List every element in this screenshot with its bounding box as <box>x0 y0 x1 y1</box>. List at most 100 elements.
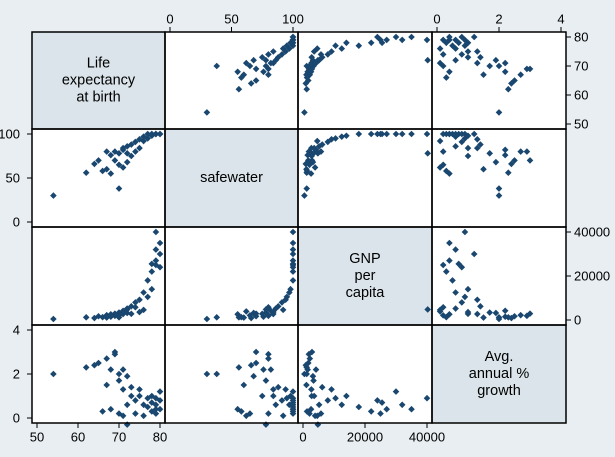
data-point-lexp-vs-popgrowth <box>439 62 447 70</box>
data-point-safewater-vs-gnppc <box>304 151 311 159</box>
variable-label-popgrowth: annual % <box>469 366 530 382</box>
plot-cell-gnppc-vs-popgrowth <box>432 227 566 325</box>
data-point-lexp-vs-gnppc <box>355 42 363 49</box>
data-point-lexp-vs-popgrowth <box>439 51 447 58</box>
data-point-safewater-vs-lexp <box>95 157 102 164</box>
data-point-popgrowth-vs-gnppc <box>374 397 381 404</box>
data-point-popgrowth-vs-gnppc <box>306 410 313 417</box>
tick-label-gnppc: 40000 <box>574 225 610 240</box>
scatter-points <box>50 33 534 428</box>
data-point-safewater-vs-popgrowth <box>446 130 453 138</box>
data-point-lexp-vs-safewater <box>203 109 211 116</box>
data-point-popgrowth-vs-lexp <box>91 361 98 369</box>
data-point-popgrowth-vs-safewater <box>289 401 297 409</box>
data-point-safewater-vs-gnppc <box>313 137 321 145</box>
data-point-popgrowth-vs-lexp <box>156 397 164 404</box>
data-point-lexp-vs-safewater <box>235 85 243 93</box>
data-point-safewater-vs-lexp <box>119 146 127 154</box>
data-point-gnppc-vs-safewater <box>242 308 250 315</box>
data-point-popgrowth-vs-gnppc <box>378 399 386 406</box>
tick-label-lexp: 60 <box>71 430 85 445</box>
data-point-gnppc-vs-lexp <box>140 306 147 314</box>
variable-label-gnppc: per <box>355 268 376 284</box>
data-point-lexp-vs-safewater <box>274 54 282 61</box>
data-point-safewater-vs-popgrowth <box>477 141 484 148</box>
data-point-lexp-vs-safewater <box>265 71 272 78</box>
data-point-popgrowth-vs-gnppc <box>318 383 326 391</box>
data-point-lexp-vs-gnppc <box>301 109 308 116</box>
data-point-lexp-vs-popgrowth <box>449 42 456 49</box>
tick-label-gnppc: 0 <box>574 313 581 328</box>
data-point-lexp-vs-popgrowth <box>495 62 503 70</box>
data-point-popgrowth-vs-lexp <box>148 408 156 415</box>
data-point-gnppc-vs-safewater <box>289 277 297 284</box>
data-point-popgrowth-vs-lexp <box>148 399 156 406</box>
data-point-gnppc-vs-popgrowth <box>439 261 447 269</box>
data-point-popgrowth-vs-safewater <box>252 348 260 356</box>
diagonal-cell-lexp <box>32 32 165 129</box>
data-point-popgrowth-vs-gnppc <box>310 377 317 384</box>
data-point-gnppc-vs-lexp <box>152 228 160 236</box>
data-point-lexp-vs-popgrowth <box>455 39 462 47</box>
data-point-lexp-vs-gnppc <box>308 59 315 67</box>
data-point-safewater-vs-lexp <box>152 130 160 138</box>
data-point-safewater-vs-gnppc <box>367 130 375 138</box>
data-point-safewater-vs-popgrowth <box>523 148 531 155</box>
data-point-popgrowth-vs-safewater <box>265 355 272 362</box>
diagonal-cell-popgrowth <box>432 325 566 423</box>
data-point-popgrowth-vs-gnppc <box>303 381 310 389</box>
data-point-lexp-vs-safewater <box>240 71 248 78</box>
data-point-gnppc-vs-safewater <box>289 246 297 253</box>
plot-cell-gnppc-vs-safewater <box>165 227 298 325</box>
data-point-safewater-vs-gnppc <box>343 132 350 140</box>
data-point-safewater-vs-lexp <box>103 165 110 173</box>
data-point-lexp-vs-gnppc <box>308 54 315 61</box>
data-point-safewater-vs-gnppc <box>308 152 315 160</box>
data-point-popgrowth-vs-gnppc <box>308 348 316 356</box>
data-point-safewater-vs-popgrowth <box>436 164 444 171</box>
data-point-safewater-vs-lexp <box>115 161 123 169</box>
data-point-gnppc-vs-safewater <box>258 310 266 318</box>
data-point-gnppc-vs-popgrowth <box>501 313 509 320</box>
data-point-lexp-vs-popgrowth <box>436 45 444 52</box>
data-point-lexp-vs-popgrowth <box>526 65 534 73</box>
data-point-safewater-vs-popgrowth <box>474 135 481 143</box>
data-point-lexp-vs-safewater <box>247 80 255 87</box>
data-point-gnppc-vs-popgrowth <box>480 314 487 321</box>
data-point-gnppc-vs-safewater <box>283 293 291 301</box>
data-point-gnppc-vs-popgrowth <box>439 312 447 319</box>
data-point-safewater-vs-popgrowth <box>508 160 515 168</box>
data-point-safewater-vs-popgrowth <box>443 167 450 175</box>
data-point-lexp-vs-gnppc <box>374 33 381 41</box>
plot-cell-lexp-vs-gnppc <box>298 32 432 129</box>
data-point-safewater-vs-gnppc <box>338 133 346 140</box>
data-point-safewater-vs-lexp <box>111 157 119 164</box>
data-point-safewater-vs-lexp <box>132 148 139 155</box>
data-point-gnppc-vs-safewater <box>267 307 275 315</box>
data-point-gnppc-vs-popgrowth <box>455 260 462 268</box>
data-point-safewater-vs-lexp <box>91 160 98 168</box>
data-point-popgrowth-vs-safewater <box>279 412 287 420</box>
plot-cell-popgrowth-vs-safewater <box>165 325 298 423</box>
data-point-popgrowth-vs-gnppc <box>355 403 363 411</box>
data-point-lexp-vs-popgrowth <box>452 45 459 52</box>
data-point-safewater-vs-gnppc <box>383 130 390 138</box>
data-point-gnppc-vs-safewater <box>289 263 297 271</box>
data-point-popgrowth-vs-gnppc <box>312 366 320 373</box>
data-point-gnppc-vs-popgrowth <box>526 310 534 317</box>
data-point-safewater-vs-lexp <box>144 135 151 142</box>
data-point-safewater-vs-popgrowth <box>452 143 459 150</box>
data-point-popgrowth-vs-gnppc <box>392 388 400 395</box>
data-point-popgrowth-vs-safewater <box>262 377 270 384</box>
data-point-gnppc-vs-safewater <box>203 315 211 323</box>
data-point-safewater-vs-gnppc <box>302 160 310 168</box>
data-point-popgrowth-vs-safewater <box>203 370 211 378</box>
data-point-popgrowth-vs-gnppc <box>309 372 317 380</box>
data-point-lexp-vs-popgrowth <box>474 59 481 67</box>
data-point-popgrowth-vs-lexp <box>136 386 143 393</box>
data-point-gnppc-vs-safewater <box>289 257 297 264</box>
data-point-safewater-vs-popgrowth <box>464 144 472 152</box>
data-point-popgrowth-vs-gnppc <box>423 394 431 402</box>
data-point-popgrowth-vs-gnppc <box>377 410 384 417</box>
